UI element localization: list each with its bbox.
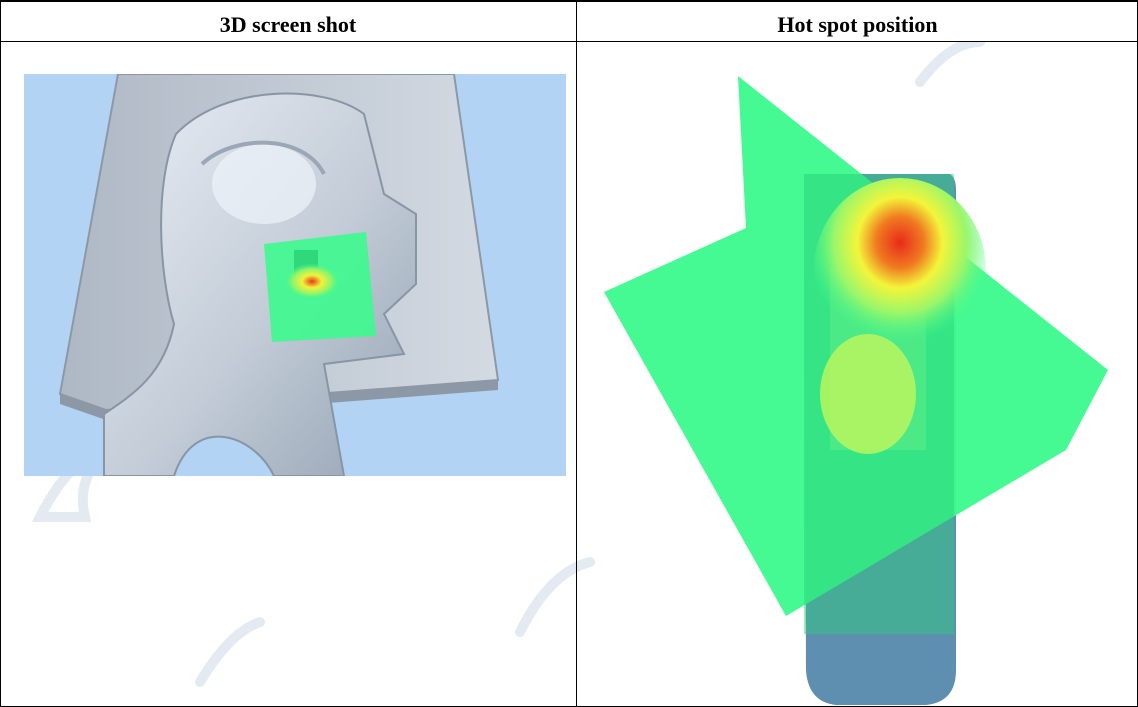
column-divider [576,0,577,707]
hot-spot-tail [820,334,916,454]
hot-spot-peak [814,178,986,362]
hot-spot-map-image [604,76,1108,705]
head-highlight [212,144,316,224]
header-3d-screen-shot: 3D screen shot [219,12,357,37]
hot-spot-small [276,258,356,310]
header-hot-spot-position: Hot spot position [777,12,938,37]
phantom-head-shell [103,92,417,476]
3d-head-model-image [24,74,566,476]
head-contour [200,140,326,175]
table-header-row [0,0,1138,42]
